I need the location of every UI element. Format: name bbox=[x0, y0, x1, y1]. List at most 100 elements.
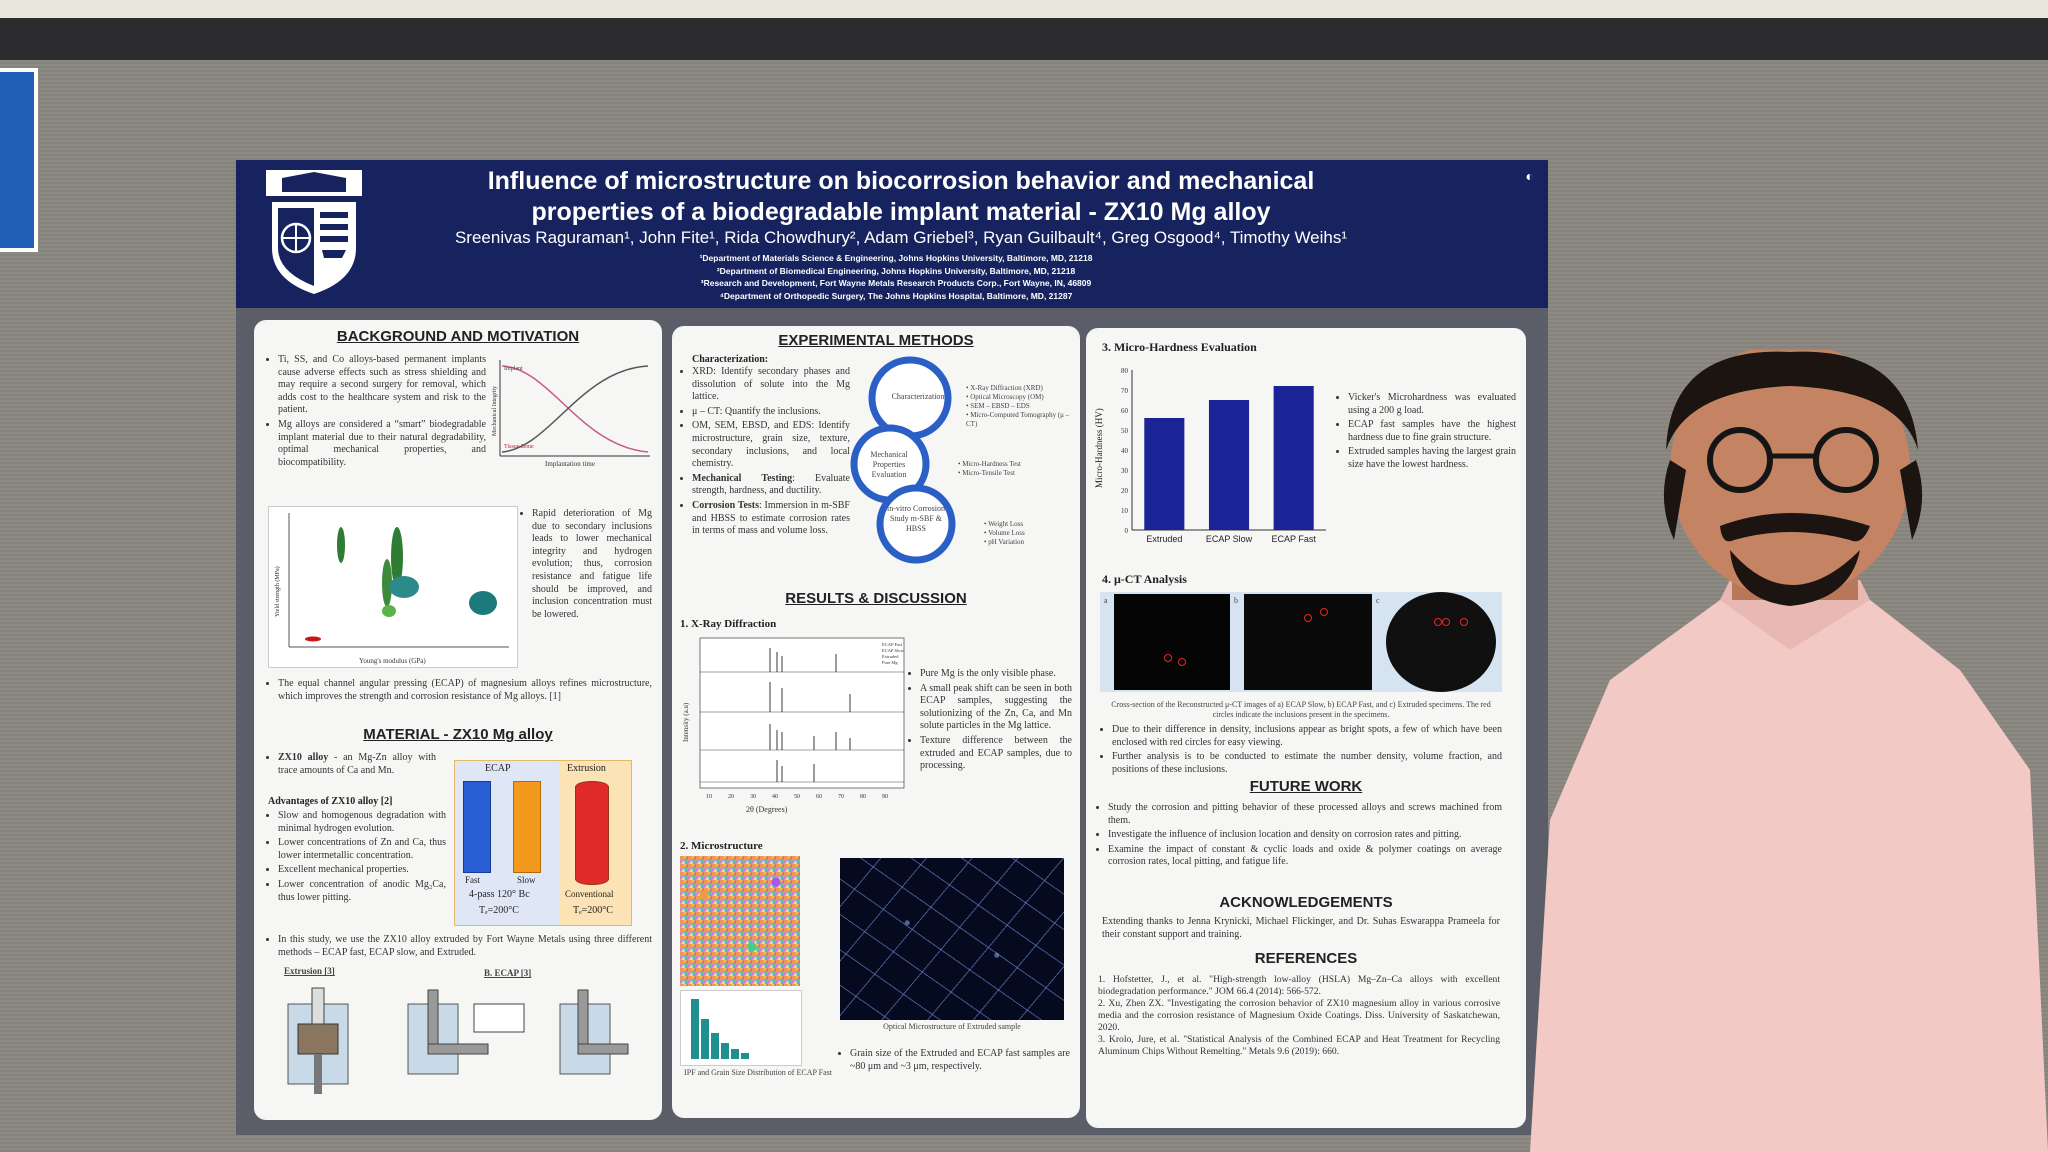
extrusion-fig-label: Extrusion [3] bbox=[284, 966, 335, 976]
background-bullets-2: Rapid deterioration of Mg due to seconda… bbox=[520, 508, 652, 623]
hardness-category-label: Extruded bbox=[1146, 534, 1182, 544]
cycle-notes-3: • Weight Loss • Volume Loss • pH Variati… bbox=[984, 520, 1074, 547]
xrd-plot: 2θ (Degrees) Intensity (a.u) 10 20 30 40… bbox=[682, 637, 904, 814]
hardness-y-tick: 60 bbox=[1121, 407, 1129, 415]
xrd-ylabel: Intensity (a.u) bbox=[682, 702, 690, 742]
note: • SEM – EBSD – EDS bbox=[966, 402, 1030, 410]
xrd-legend-entry: Pure Mg bbox=[882, 660, 898, 665]
hardness-y-tick: 0 bbox=[1125, 527, 1129, 535]
cycle-corrosion: in-vitro Corrosion Study m-SBF & HBSS bbox=[887, 504, 945, 533]
ack-text: Extending thanks to Jenna Krynicki, Mich… bbox=[1102, 916, 1500, 940]
note: • pH Variation bbox=[984, 538, 1025, 546]
bullet: Ti, SS, and Co alloys-based permanent im… bbox=[278, 354, 486, 417]
hardness-y-tick: 50 bbox=[1121, 427, 1129, 435]
bullet: Excellent mechanical properties. bbox=[278, 864, 446, 877]
mech-text: : Evaluate strength, hardness, and ducti… bbox=[692, 472, 850, 497]
xrd-legend-entry: Extruded bbox=[882, 654, 899, 659]
fig-implant-label: Implant bbox=[504, 366, 523, 372]
methods-cycle-diagram bbox=[850, 356, 956, 564]
methods-title: EXPERIMENTAL METHODS bbox=[778, 332, 974, 349]
hardness-bar bbox=[1208, 400, 1250, 530]
bullet: Extruded samples having the largest grai… bbox=[1348, 446, 1516, 471]
cycle-characterization: Characterization bbox=[891, 392, 945, 401]
uct-figure: a b c bbox=[1100, 592, 1502, 692]
characterization-title: Characterization: bbox=[692, 354, 769, 365]
results-title: RESULTS & DISCUSSION bbox=[785, 590, 967, 607]
uct-bullets: Due to their difference in density, incl… bbox=[1100, 724, 1502, 778]
xrd-legend-entry: ECAP Slow bbox=[882, 648, 904, 653]
hardness-y-tick: 70 bbox=[1121, 387, 1129, 395]
ecap-condition: 4-pass 120° Bc bbox=[469, 889, 530, 900]
bullet: Grain size of the Extruded and ECAP fast… bbox=[850, 1048, 1070, 1073]
xrd-tick: 70 bbox=[838, 794, 844, 800]
cycle-notes-1: • X-Ray Diffraction (XRD) • Optical Micr… bbox=[966, 384, 1076, 429]
bullet: XRD: Identify secondary phases and disso… bbox=[692, 366, 850, 404]
hardness-bar bbox=[1144, 418, 1185, 530]
ecap-label: ECAP bbox=[485, 763, 511, 774]
note: • Weight Loss bbox=[984, 520, 1024, 528]
xrd-legend-entry: ECAP Fast bbox=[882, 642, 903, 647]
references-title: REFERENCES bbox=[1254, 950, 1358, 967]
xrd-tick: 90 bbox=[882, 794, 888, 800]
bullet: Lower concentration of anodic Mg₂Ca, thu… bbox=[278, 879, 446, 904]
scatter-xlabel: Young's modulus (GPa) bbox=[359, 657, 426, 665]
uct-label-b: b bbox=[1234, 596, 1238, 605]
reference: 3. Krolo, Jure, et al. "Statistical Anal… bbox=[1098, 1034, 1500, 1057]
note: • Micro-Hardness Test bbox=[958, 460, 1021, 468]
bullet: The equal channel angular pressing (ECAP… bbox=[278, 678, 652, 703]
process-schematics bbox=[287, 987, 629, 1094]
panel-hardness-conclusions: 3. Micro-Hardness Evaluation Micro-Hardn… bbox=[1086, 328, 1526, 1128]
uct-caption: Cross-section of the Reconstructed μ-CT … bbox=[1111, 700, 1491, 719]
poster-title: Influence of microstructure on biocorros… bbox=[376, 166, 1426, 228]
background-bullets-3: The equal channel angular pressing (ECAP… bbox=[266, 678, 652, 705]
bullet: Further analysis is to be conducted to e… bbox=[1112, 751, 1502, 776]
bullet: In this study, we use the ZX10 alloy ext… bbox=[278, 934, 652, 959]
intro-bold: ZX10 alloy bbox=[278, 752, 329, 763]
affiliation: ²Department of Biomedical Engineering, J… bbox=[716, 265, 1076, 276]
corr-bold: Corrosion Tests bbox=[692, 499, 760, 511]
board-rail bbox=[0, 18, 2048, 60]
mech-bold: Mechanical Testing bbox=[692, 472, 793, 484]
fig-xlabel: Implantation time bbox=[545, 460, 595, 468]
hardness-category-label: ECAP Fast bbox=[1271, 534, 1316, 544]
bullet: OM, SEM, EBSD, and EDS: Identify microst… bbox=[692, 420, 850, 470]
xrd-tick: 80 bbox=[860, 794, 866, 800]
note: • X-Ray Diffraction (XRD) bbox=[966, 384, 1043, 392]
note: • Micro-Tensile Test bbox=[958, 469, 1015, 477]
hardness-ylabel: Micro-Hardness (HV) bbox=[1094, 408, 1104, 488]
future-title: FUTURE WORK bbox=[1249, 778, 1363, 795]
bullet: Vicker's Microhardness was evaluated usi… bbox=[1348, 392, 1516, 417]
uct-image-ecap-fast bbox=[1244, 594, 1372, 690]
bullet: Mg alloys are considered a “smart” biode… bbox=[278, 419, 486, 469]
bullet: A small peak shift can be seen in both E… bbox=[920, 683, 1072, 733]
title-line-2: properties of a biodegradable implant ma… bbox=[531, 198, 1271, 226]
optical-micrograph-image bbox=[840, 858, 1064, 1020]
xrd-tick: 10 bbox=[706, 794, 712, 800]
advantages-title: Advantages of ZX10 alloy [2] bbox=[268, 796, 393, 807]
material-title: MATERIAL - ZX10 Mg alloy bbox=[363, 726, 553, 743]
bullet: ZX10 alloy - an Mg-Zn alloy with trace a… bbox=[278, 752, 436, 777]
degradation-plot: Implant Tissue Bone Implantation time Me… bbox=[492, 360, 650, 468]
background-bullets-1: Ti, SS, and Co alloys-based permanent im… bbox=[266, 354, 486, 471]
bullet: Lower concentrations of Zn and Ca, thus … bbox=[278, 837, 446, 862]
xrd-tick: 20 bbox=[728, 794, 734, 800]
uct-label-a: a bbox=[1104, 596, 1108, 605]
affiliation: ¹Department of Materials Science & Engin… bbox=[699, 253, 1093, 263]
fast-label: Fast bbox=[465, 875, 481, 885]
processing-illustration: ECAP Extrusion Fast Slow Conventional 4-… bbox=[454, 760, 632, 926]
ashby-scatter-plot: Young's modulus (GPa) Yield strength (MP… bbox=[268, 506, 518, 668]
hardness-bar-chart: Micro-Hardness (HV) 0 10 20 30 40 50 60 70 80 Ex… bbox=[1094, 367, 1326, 544]
ecap-temperature: Tₑ=200°C bbox=[479, 905, 519, 916]
panel-methods-results: EXPERIMENTAL METHODS Characterization: X… bbox=[672, 326, 1080, 1118]
bullet: Examine the impact of constant & cyclic … bbox=[1108, 844, 1502, 869]
bullet: μ – CT: Quantify the inclusions. bbox=[692, 406, 850, 419]
ecap-fig-label: B. ECAP [3] bbox=[484, 968, 532, 978]
scatter-ylabel: Yield strength (MPa) bbox=[274, 566, 281, 617]
panel-background: BACKGROUND AND MOTIVATION Ti, SS, and Co… bbox=[254, 320, 662, 1120]
fig-tissue-label: Tissue Bone bbox=[504, 444, 534, 450]
material-intro: ZX10 alloy - an Mg-Zn alloy with trace a… bbox=[266, 752, 436, 779]
reference: 2. Xu, Zhen ZX. "Investigating the corro… bbox=[1098, 998, 1500, 1033]
uct-title: 4. μ-CT Analysis bbox=[1102, 572, 1187, 586]
uct-image-extruded bbox=[1386, 592, 1496, 692]
bullet: Rapid deterioration of Mg due to seconda… bbox=[532, 508, 652, 621]
